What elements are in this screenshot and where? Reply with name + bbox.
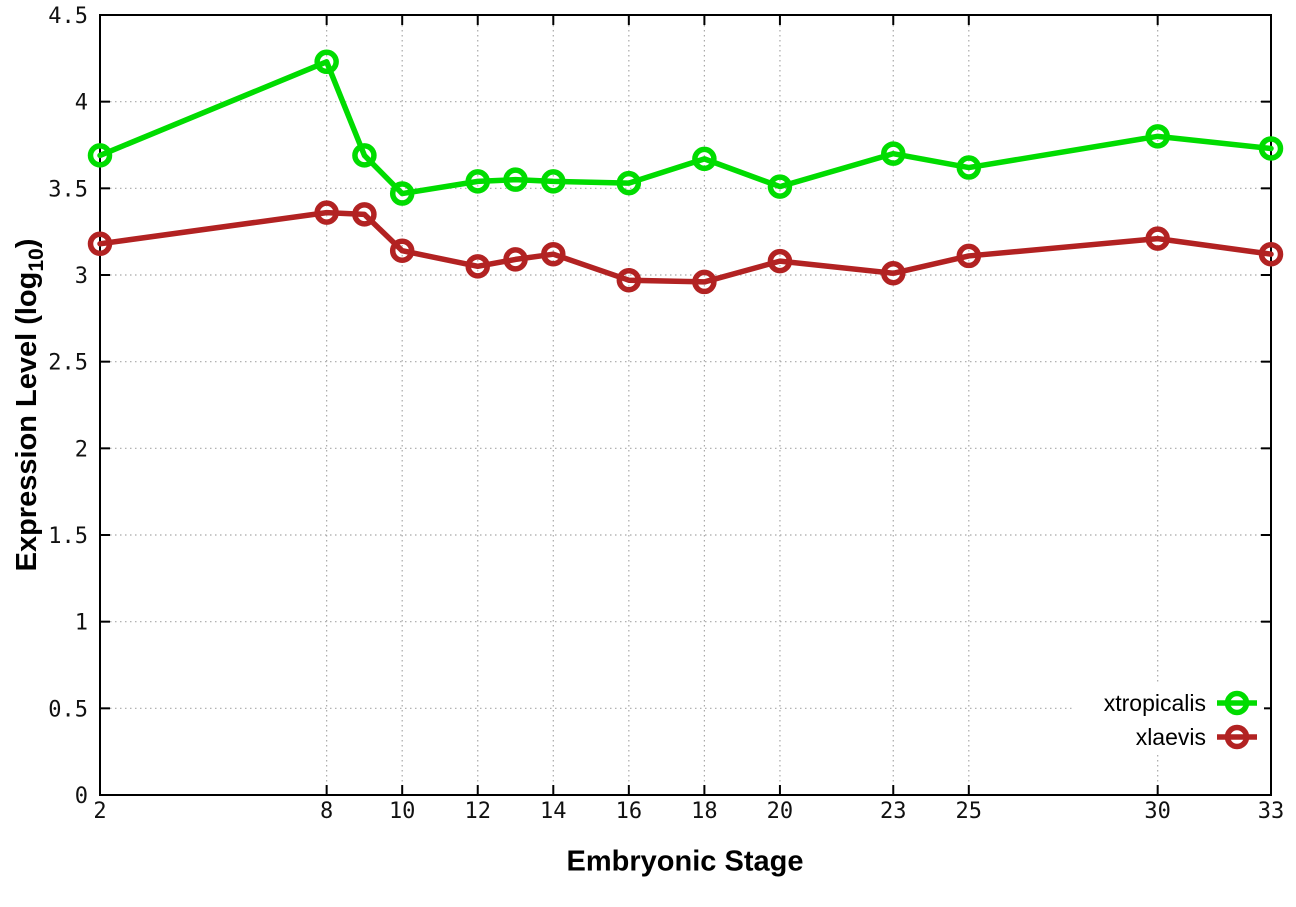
data-point-xlaevis xyxy=(87,231,113,257)
series-line-xtropicalis xyxy=(97,59,1274,197)
y-axis-title-close: ) xyxy=(11,238,44,249)
data-point-xlaevis xyxy=(1145,226,1170,251)
data-point-xlaevis xyxy=(956,243,982,269)
x-tick-label: 14 xyxy=(540,799,567,824)
y-axis-title: Expression Level (log10) xyxy=(11,239,49,572)
y-tick-label: 3.5 xyxy=(48,177,88,202)
y-tick-label: 4.5 xyxy=(48,4,88,29)
x-tick-label: 30 xyxy=(1144,799,1171,824)
y-tick-label: 2 xyxy=(75,437,88,462)
x-tick-label: 20 xyxy=(767,799,794,824)
data-point-xtropicalis xyxy=(692,146,717,172)
y-tick-label: 3 xyxy=(75,264,88,289)
data-point-xlaevis xyxy=(1258,241,1284,267)
y-tick-label: 1 xyxy=(75,611,88,636)
data-point-xtropicalis xyxy=(314,49,339,75)
data-point-xtropicalis xyxy=(1145,124,1170,149)
data-point-xtropicalis xyxy=(767,174,793,199)
data-point-xlaevis xyxy=(389,238,415,263)
x-tick-label: 2 xyxy=(93,799,106,824)
data-point-xtropicalis xyxy=(881,141,906,166)
y-axis-title-main: Expression Level (log xyxy=(11,271,44,572)
data-point-xlaevis xyxy=(541,241,566,267)
data-point-xlaevis xyxy=(616,267,642,293)
data-point-xtropicalis xyxy=(352,143,377,168)
data-point-xtropicalis xyxy=(541,169,566,194)
y-tick-label: 1.5 xyxy=(48,524,88,549)
x-tick-label: 33 xyxy=(1258,799,1285,824)
data-point-xlaevis xyxy=(465,254,490,279)
x-tick-label: 10 xyxy=(389,799,416,824)
x-tick-label: 23 xyxy=(880,799,907,824)
legend-label-xlaevis: xlaevis xyxy=(1136,724,1206,750)
data-point-xtropicalis xyxy=(389,181,415,206)
y-tick-label: 2.5 xyxy=(48,351,88,376)
data-point-xlaevis xyxy=(352,202,377,227)
data-point-xtropicalis xyxy=(956,155,982,180)
x-tick-label: 16 xyxy=(616,799,643,824)
series-line-xlaevis xyxy=(97,209,1274,285)
plot-border xyxy=(99,14,1272,796)
data-point-xlaevis xyxy=(314,200,339,225)
y-tick-label: 4 xyxy=(75,91,88,116)
data-point-xtropicalis xyxy=(465,169,490,194)
data-point-xlaevis xyxy=(692,269,717,295)
y-axis-title-sub: 10 xyxy=(24,248,48,272)
data-point-xlaevis xyxy=(881,261,906,286)
legend-marker-xlaevis xyxy=(1224,724,1250,750)
legend-label-xtropicalis: xtropicalis xyxy=(1104,690,1206,716)
x-tick-label: 12 xyxy=(464,799,491,824)
data-point-xtropicalis xyxy=(616,170,642,196)
data-point-xlaevis xyxy=(503,247,528,272)
data-point-xtropicalis xyxy=(1258,136,1284,161)
y-tick-label: 0 xyxy=(75,784,88,809)
data-point-xtropicalis xyxy=(87,143,113,168)
x-tick-label: 8 xyxy=(320,799,333,824)
x-axis-title: Embryonic Stage xyxy=(566,845,804,878)
data-point-xlaevis xyxy=(767,248,793,274)
x-tick-label: 18 xyxy=(691,799,718,824)
y-tick-label: 0.5 xyxy=(48,697,88,722)
legend-marker-xtropicalis xyxy=(1224,690,1250,716)
data-point-xtropicalis xyxy=(503,167,528,192)
x-tick-label: 25 xyxy=(956,799,983,824)
